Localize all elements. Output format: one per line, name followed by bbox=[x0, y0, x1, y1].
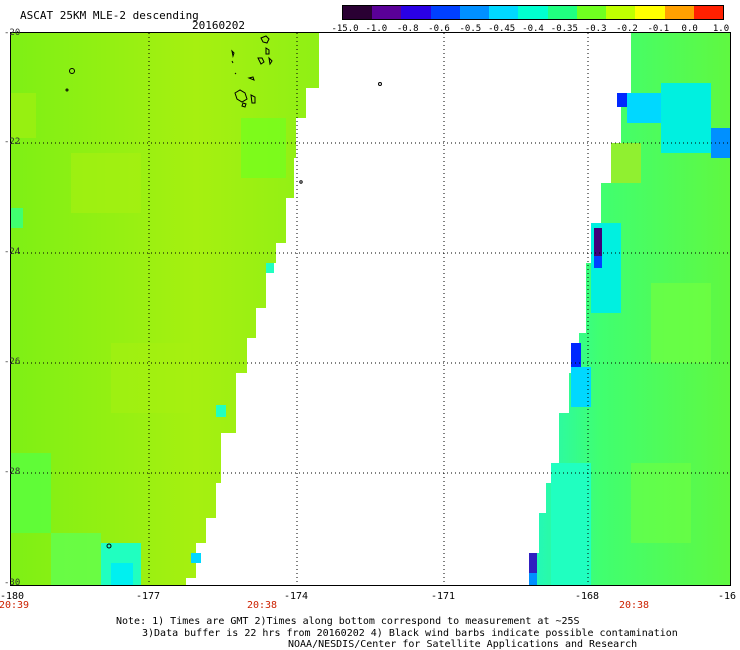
map-title: ASCAT 25KM MLE-2 descending bbox=[20, 9, 199, 22]
lat-label: -26 bbox=[4, 357, 21, 367]
data-cell bbox=[711, 128, 730, 158]
color-swatch bbox=[635, 6, 665, 19]
color-scale-label: -0.2 bbox=[616, 24, 638, 34]
lon-label: -168 bbox=[574, 591, 600, 602]
color-swatch bbox=[664, 6, 694, 19]
color-scale-bar bbox=[342, 5, 724, 20]
lat-label: -22 bbox=[4, 137, 21, 147]
lon-label: -16 bbox=[717, 591, 737, 602]
longitude-gridlines bbox=[148, 33, 589, 585]
data-cell bbox=[51, 533, 101, 585]
color-swatch bbox=[489, 6, 519, 19]
data-cell bbox=[571, 367, 591, 407]
color-swatch bbox=[372, 6, 402, 19]
data-cell bbox=[551, 463, 591, 585]
data-cell bbox=[661, 83, 711, 153]
data-cell bbox=[529, 553, 537, 573]
lon-label: -174 bbox=[283, 591, 309, 602]
color-scale-label: -0.4 bbox=[522, 24, 544, 34]
data-cell bbox=[111, 343, 191, 413]
color-swatch bbox=[606, 6, 636, 19]
data-cell bbox=[617, 93, 627, 107]
east-swath bbox=[529, 33, 730, 585]
color-scale-label: -1.0 bbox=[365, 24, 388, 34]
time-label: 20:38 bbox=[246, 600, 278, 611]
data-cell bbox=[627, 93, 667, 123]
data-cell bbox=[191, 553, 201, 563]
time-label: 20:38 bbox=[618, 600, 650, 611]
data-cell bbox=[11, 93, 36, 138]
ascat-swath-map bbox=[10, 32, 731, 586]
color-scale-label: -0.8 bbox=[396, 24, 419, 34]
color-scale-label: -0.35 bbox=[550, 24, 578, 34]
color-swatch bbox=[343, 6, 373, 19]
lat-label: -30 bbox=[4, 578, 21, 588]
island-outlines bbox=[65, 35, 382, 549]
color-scale-label: -0.5 bbox=[459, 24, 482, 34]
color-scale-label: 0.0 bbox=[681, 24, 698, 34]
color-swatch bbox=[401, 6, 431, 19]
lon-label: -177 bbox=[135, 591, 161, 602]
data-cell bbox=[594, 228, 602, 256]
color-swatch bbox=[547, 6, 577, 19]
color-scale-label: -0.3 bbox=[584, 24, 607, 34]
data-cell bbox=[266, 263, 274, 273]
color-scale-label: -0.45 bbox=[488, 24, 516, 34]
data-cell bbox=[571, 343, 581, 367]
map-date: 20160202 bbox=[192, 19, 245, 32]
lat-label: -24 bbox=[4, 247, 21, 257]
footnote-line-1: Note: 1) Times are GMT 2)Times along bot… bbox=[116, 616, 580, 627]
lon-label: -180 bbox=[0, 591, 25, 602]
data-cell bbox=[241, 118, 286, 178]
map-canvas bbox=[11, 33, 730, 585]
color-swatch bbox=[459, 6, 490, 19]
data-cell bbox=[11, 453, 51, 533]
time-label: 20:39 bbox=[0, 600, 30, 611]
data-cell bbox=[11, 208, 23, 228]
color-swatch bbox=[576, 6, 607, 19]
color-scale-label: -0.1 bbox=[647, 24, 670, 34]
footnote-line-3: NOAA/NESDIS/Center for Satellite Applica… bbox=[288, 639, 638, 650]
color-swatch bbox=[430, 6, 460, 19]
data-cell bbox=[71, 153, 141, 213]
data-cell bbox=[611, 143, 641, 183]
data-cell bbox=[594, 256, 602, 268]
color-scale-label: -0.6 bbox=[428, 24, 450, 34]
data-cell bbox=[529, 573, 537, 585]
color-swatch bbox=[693, 6, 724, 19]
color-scale-label: 1.0 bbox=[712, 24, 730, 34]
color-scale-label: -15.0 bbox=[331, 24, 359, 34]
lat-label: -28 bbox=[4, 467, 21, 477]
data-cell bbox=[216, 405, 226, 417]
data-cell bbox=[111, 563, 133, 585]
lon-label: -171 bbox=[430, 591, 456, 602]
west-swath bbox=[11, 33, 319, 585]
color-swatch bbox=[518, 6, 548, 19]
data-cell bbox=[651, 283, 711, 363]
latitude-gridlines bbox=[11, 142, 730, 474]
footnote-line-2: 3)Data buffer is 22 hrs from 20160202 4)… bbox=[142, 628, 678, 639]
data-cell bbox=[631, 463, 691, 543]
lat-label: -20 bbox=[4, 28, 21, 38]
